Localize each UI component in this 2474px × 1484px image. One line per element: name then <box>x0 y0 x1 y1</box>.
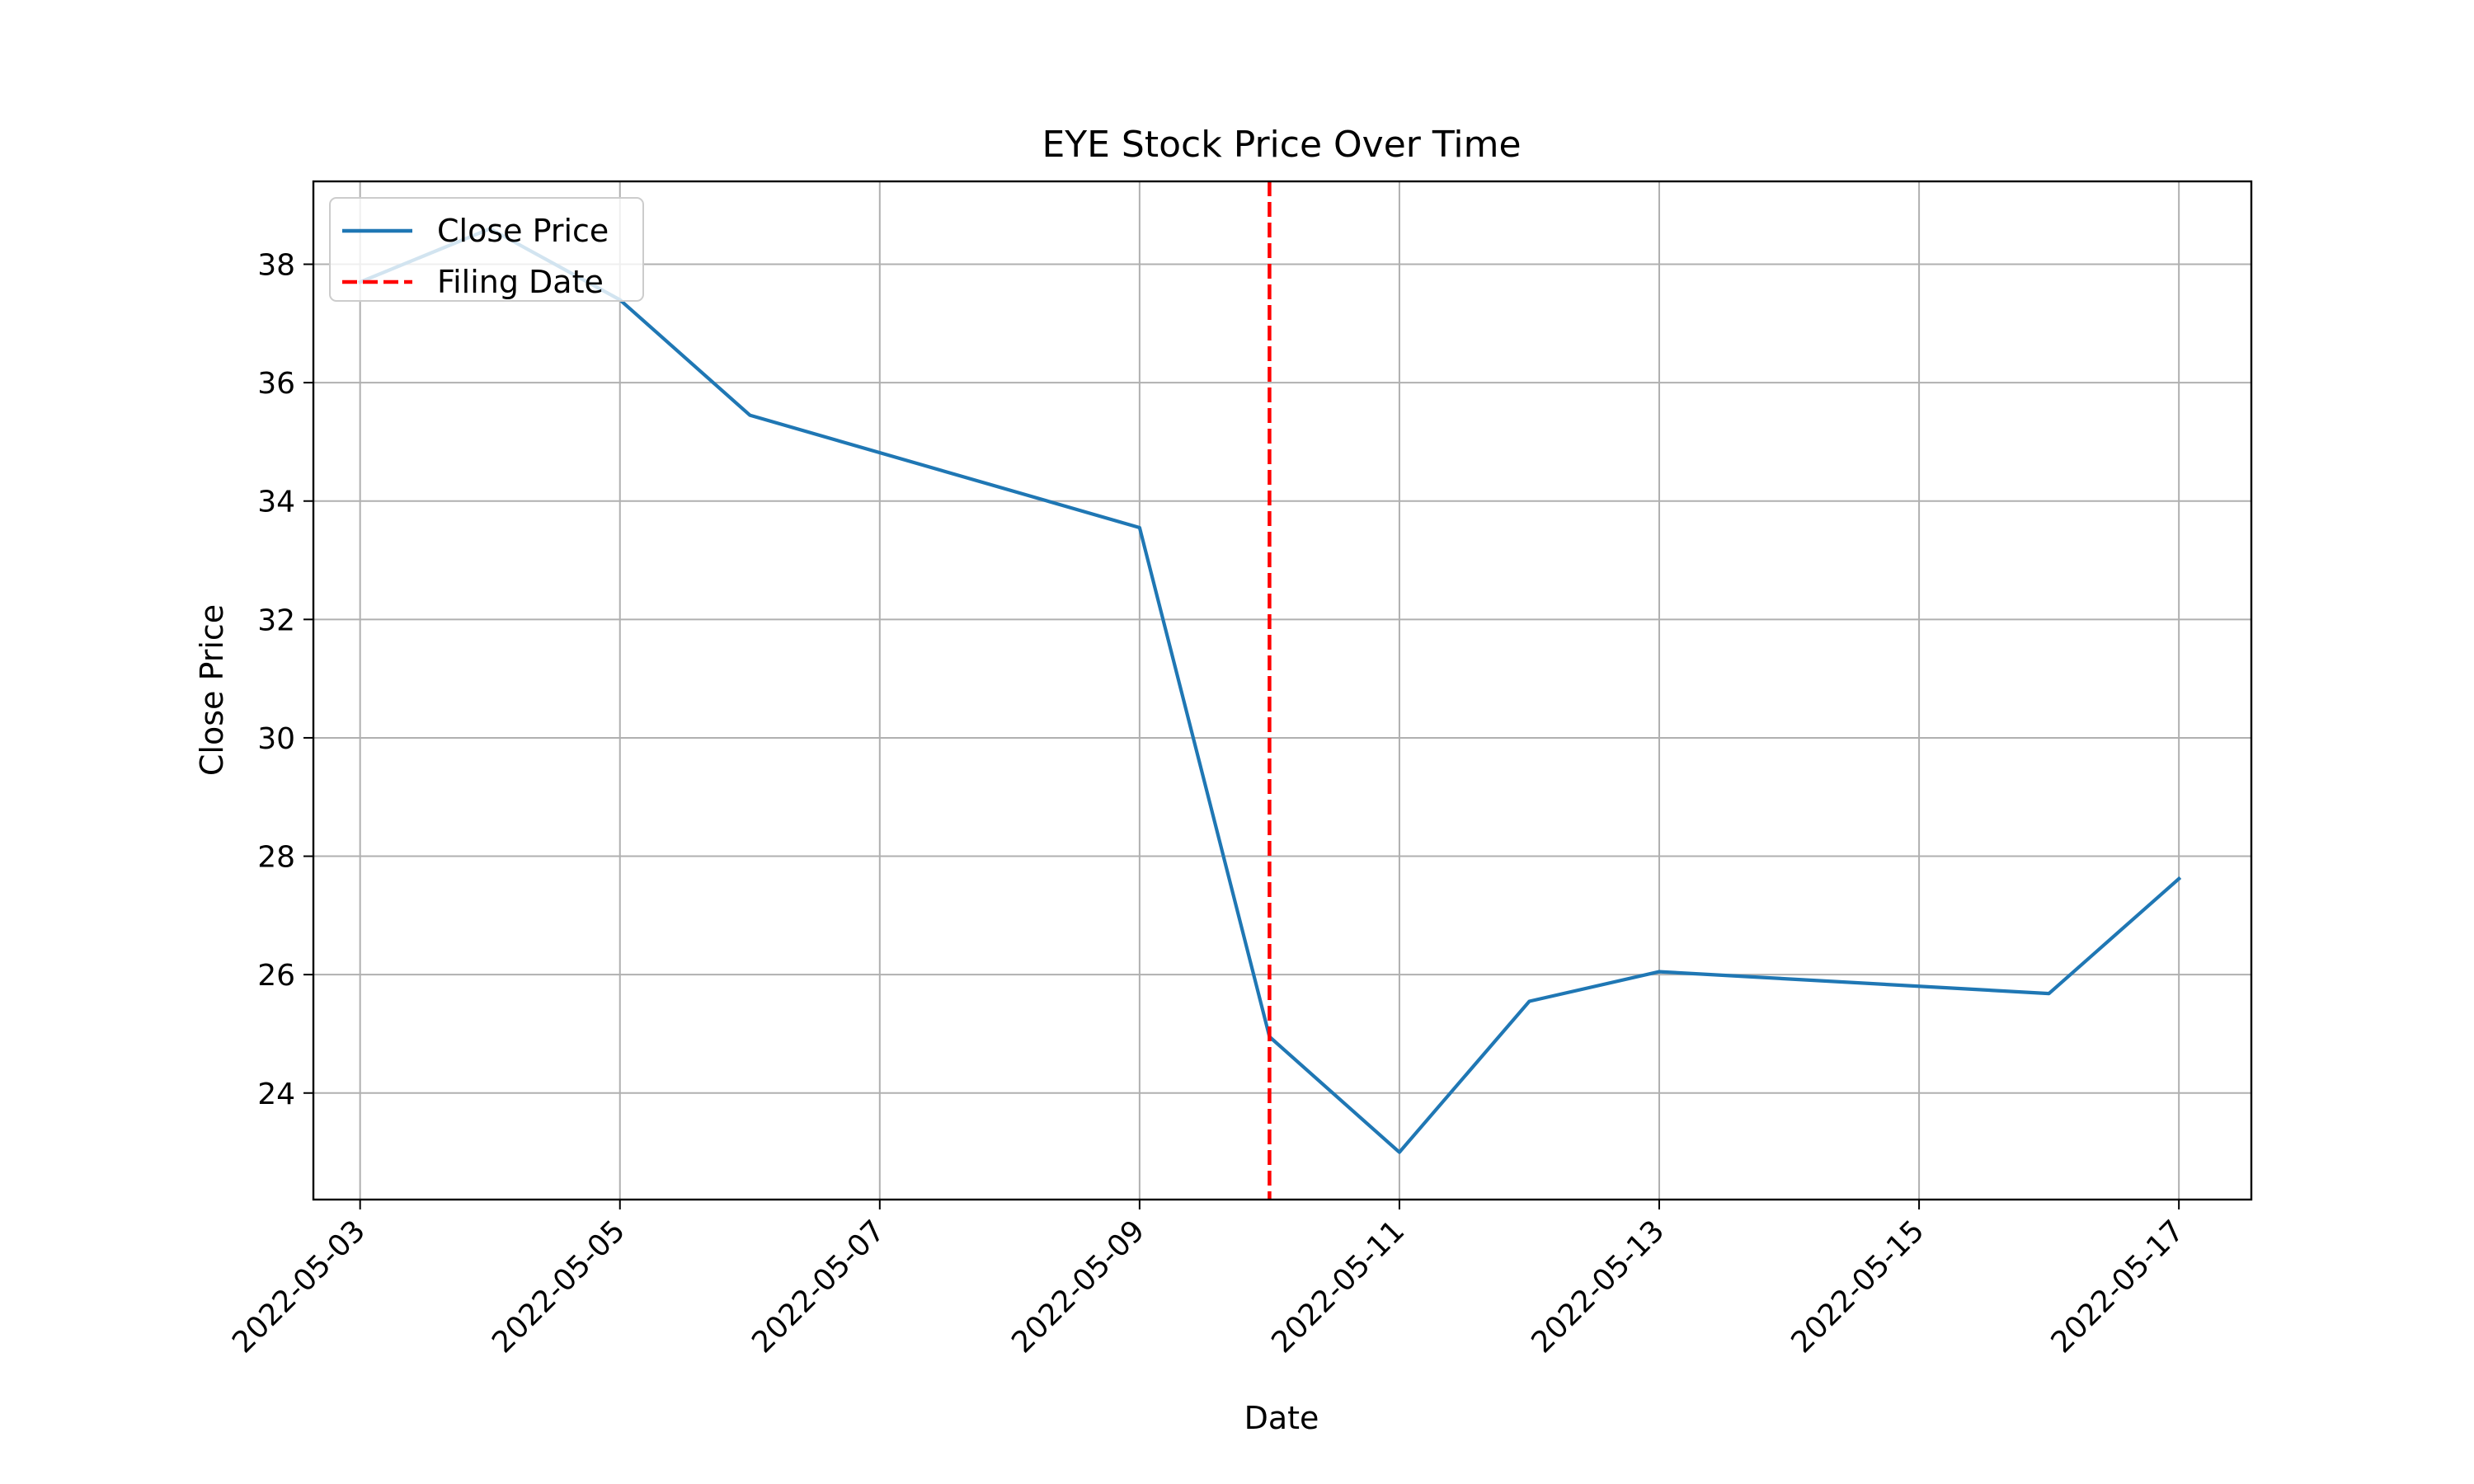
legend: Close Price Filing Date <box>329 197 644 302</box>
legend-box <box>329 197 644 302</box>
y-tick-label: 32 <box>257 603 295 637</box>
chart-title: EYE Stock Price Over Time <box>1042 124 1521 166</box>
y-axis-label: Close Price <box>194 604 230 776</box>
y-tick-label: 38 <box>257 249 295 283</box>
grid <box>313 181 2251 1200</box>
x-axis-label: Date <box>1244 1400 1319 1436</box>
plot-frame <box>312 180 2253 1201</box>
y-tick-label: 36 <box>257 367 295 401</box>
y-tick-label: 26 <box>257 959 295 993</box>
legend-label-filing-date: Filing Date <box>437 264 604 300</box>
legend-label-close-price: Close Price <box>437 213 609 249</box>
y-tick-label: 24 <box>257 1078 295 1111</box>
y-tick-label: 34 <box>257 486 295 519</box>
y-tick-label: 28 <box>257 841 295 875</box>
y-tick-label: 30 <box>257 722 295 756</box>
